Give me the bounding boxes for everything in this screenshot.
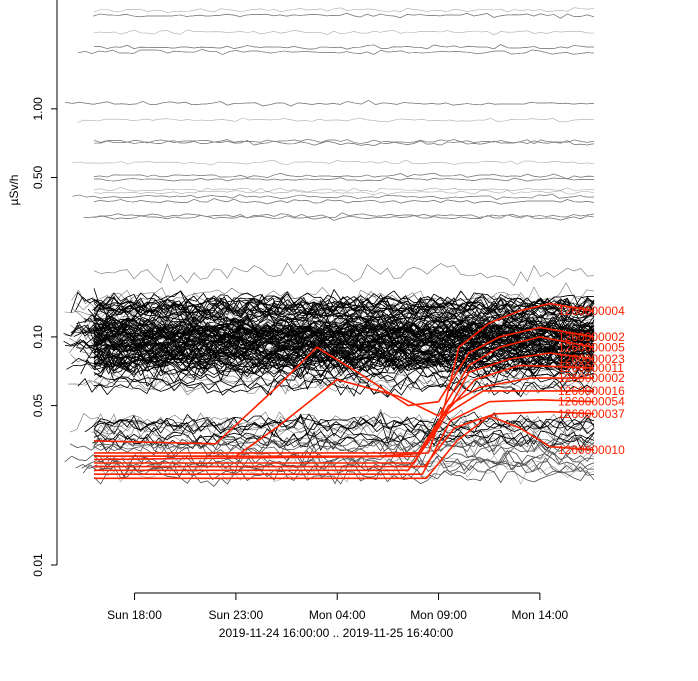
background-series-line (93, 434, 595, 457)
background-series-line (93, 214, 595, 221)
x-tick-label: Mon 14:00 (512, 608, 569, 622)
background-series-line (84, 304, 595, 331)
y-axis: 0.01 0.05 0.10 0.50 1.00 (31, 0, 58, 577)
y-tick-label: 0.05 (31, 394, 45, 418)
highlight-series-line (94, 364, 595, 464)
background-series-line (93, 198, 595, 205)
background-series-line (93, 353, 595, 379)
x-tick-label: Mon 09:00 (410, 608, 467, 622)
background-series-line (72, 159, 595, 166)
background-series-line (93, 29, 595, 36)
background-series-line (93, 432, 595, 456)
background-series-line (93, 290, 595, 311)
series-label: 1260000004 (558, 304, 625, 318)
background-series-line (93, 177, 594, 182)
background-series-line (93, 353, 595, 375)
series-label: 1260000037 (558, 407, 625, 421)
highlight-labels-group: 1260000004126000000212600000051260000023… (558, 304, 625, 457)
background-series-line (87, 297, 595, 318)
series-label: 1260000016 (558, 384, 625, 398)
background-series-line (93, 315, 595, 340)
series-label: 1260000054 (558, 395, 625, 409)
background-series-line (93, 307, 595, 332)
background-series-line (93, 333, 595, 358)
series-label: 1260000002 (558, 371, 625, 385)
background-series-line (90, 321, 595, 343)
background-series-line (77, 376, 595, 398)
background-series-line (93, 336, 595, 358)
background-series-line (83, 212, 595, 219)
x-tick-label: Sun 23:00 (209, 608, 264, 622)
background-series-line (72, 193, 595, 200)
background-series-line (65, 99, 595, 107)
background-series-line (86, 334, 595, 360)
highlight-series-line (94, 415, 595, 480)
background-series-line (93, 316, 595, 340)
y-axis-label: µSv/h (7, 175, 21, 206)
background-series-line (93, 325, 595, 351)
background-series-line (93, 319, 595, 344)
background-series-line (93, 189, 595, 196)
background-series-line (70, 291, 595, 314)
background-series-line (92, 296, 595, 316)
background-series-line (93, 316, 595, 343)
background-series-line (93, 12, 595, 19)
x-tick-label: Sun 18:00 (107, 608, 162, 622)
background-series-line (91, 414, 595, 441)
highlight-series-line (94, 410, 595, 468)
background-series-line (71, 282, 595, 307)
y-tick-label: 1.00 (31, 97, 45, 121)
background-series-line (84, 413, 595, 434)
series-label: 1260000023 (558, 352, 625, 366)
background-series-line (93, 424, 595, 451)
background-series-line (93, 329, 595, 357)
background-series-line (80, 352, 595, 375)
background-series-line (93, 186, 595, 193)
background-series-line (94, 139, 595, 147)
series-label: 1260000010 (558, 443, 625, 457)
background-series-line (93, 424, 595, 455)
highlight-series-line (94, 377, 594, 454)
background-series-line (93, 7, 595, 14)
highlight-series-line (94, 398, 595, 476)
background-series-line (77, 117, 595, 123)
background-series-line (93, 44, 595, 50)
background-series-line (93, 262, 595, 287)
background-series-line (73, 308, 595, 330)
highlight-series-line (93, 390, 594, 461)
background-series-line (78, 49, 595, 55)
x-tick-label: Mon 04:00 (309, 608, 366, 622)
series-label: 1260000005 (558, 340, 625, 354)
background-series-line (93, 438, 595, 457)
background-series-line (93, 356, 595, 382)
y-tick-label: 0.50 (31, 165, 45, 189)
background-series-line (69, 409, 595, 434)
background-series-line (93, 295, 595, 320)
x-axis-label: 2019-11-24 16:00:00 .. 2019-11-25 16:40:… (219, 626, 454, 640)
x-axis: Sun 18:00 Sun 23:00 Mon 04:00 Mon 09:00 Mon … (107, 592, 569, 622)
background-series-line (93, 172, 595, 180)
highlight-series-line (93, 326, 595, 445)
highlight-series-line (94, 336, 595, 458)
y-tick-label: 0.01 (31, 553, 45, 577)
background-series-line (68, 373, 595, 396)
highlight-series-line (94, 352, 595, 472)
background-series-line (75, 293, 595, 316)
background-series-line (93, 408, 595, 431)
background-series-line (84, 377, 595, 397)
highlight-series-line (94, 302, 595, 458)
background-series-line (93, 294, 595, 318)
highlight-series-group (93, 302, 595, 480)
y-tick-label: 0.10 (31, 325, 45, 349)
series-label: 1260000002 (558, 330, 625, 344)
series-label: 1260000011 (558, 361, 624, 375)
background-series-line (63, 329, 595, 356)
